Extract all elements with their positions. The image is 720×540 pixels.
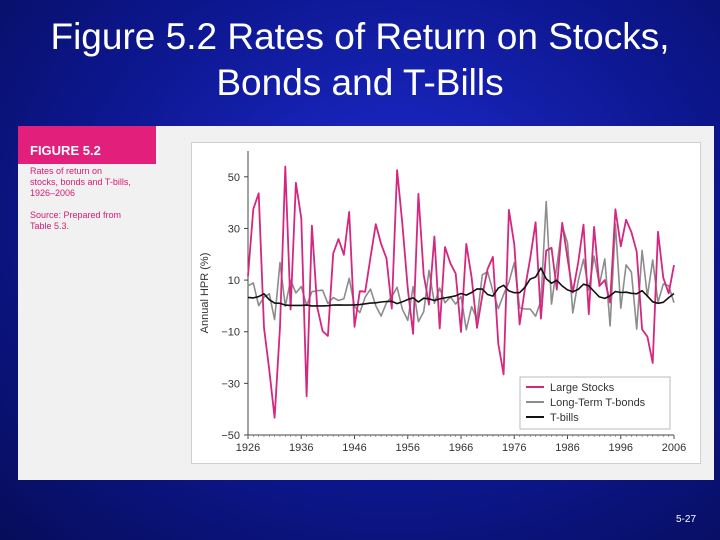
caption-source-line: Table 5.3. [30, 221, 70, 231]
x-tick-label: 1956 [396, 442, 420, 454]
x-tick-label: 1946 [342, 442, 366, 454]
slide-title-line1: Figure 5.2 Rates of Return on Stocks, [50, 16, 670, 57]
x-tick-label: 1986 [555, 442, 579, 454]
slide-title: Figure 5.2 Rates of Return on Stocks, Bo… [0, 14, 720, 106]
slide-title-line2: Bonds and T-Bills [216, 62, 504, 103]
x-tick-label: 1996 [609, 442, 633, 454]
y-tick-label: 30 [228, 223, 240, 235]
x-tick-label: 1976 [502, 442, 526, 454]
series-tbills [247, 267, 675, 307]
x-tick-label: 1936 [289, 442, 313, 454]
caption-line: stocks, bonds and T-bills, [30, 177, 131, 187]
y-axis-label: Annual HPR (%) [199, 253, 211, 334]
plot-frame: 50 30 10 −10 −30 −50 1926 1936 1946 1956 1966 1976 1… [191, 142, 701, 464]
y-tick-label: −30 [221, 378, 240, 390]
caption-source-line: Source: Prepared from [30, 210, 122, 220]
legend-label: Large Stocks [550, 382, 615, 394]
caption-heading-box [18, 126, 156, 164]
slide-number: 5-27 [676, 514, 697, 525]
series-large-stocks [247, 165, 675, 419]
y-tick-label: −10 [221, 327, 240, 339]
caption-line: Rates of return on [30, 166, 103, 176]
x-tick-label: 2006 [662, 442, 686, 454]
y-tick-label: 10 [228, 275, 240, 287]
y-tick-label: −50 [221, 430, 240, 442]
caption-heading: FIGURE 5.2 [30, 143, 101, 158]
series-long-term-bonds [247, 200, 675, 331]
caption-text: Rates of return on stocks, bonds and T-b… [30, 166, 152, 199]
caption-line: 1926–2006 [30, 188, 76, 198]
legend-box [519, 376, 671, 430]
legend-label: Long-Term T-bonds [550, 397, 646, 409]
x-tick-label: 1966 [449, 442, 473, 454]
x-tick-label: 1926 [236, 442, 260, 454]
caption-source: Source: Prepared from Table 5.3. [30, 210, 152, 232]
legend-label: T-bills [550, 412, 579, 424]
y-tick-label: 50 [228, 172, 240, 184]
